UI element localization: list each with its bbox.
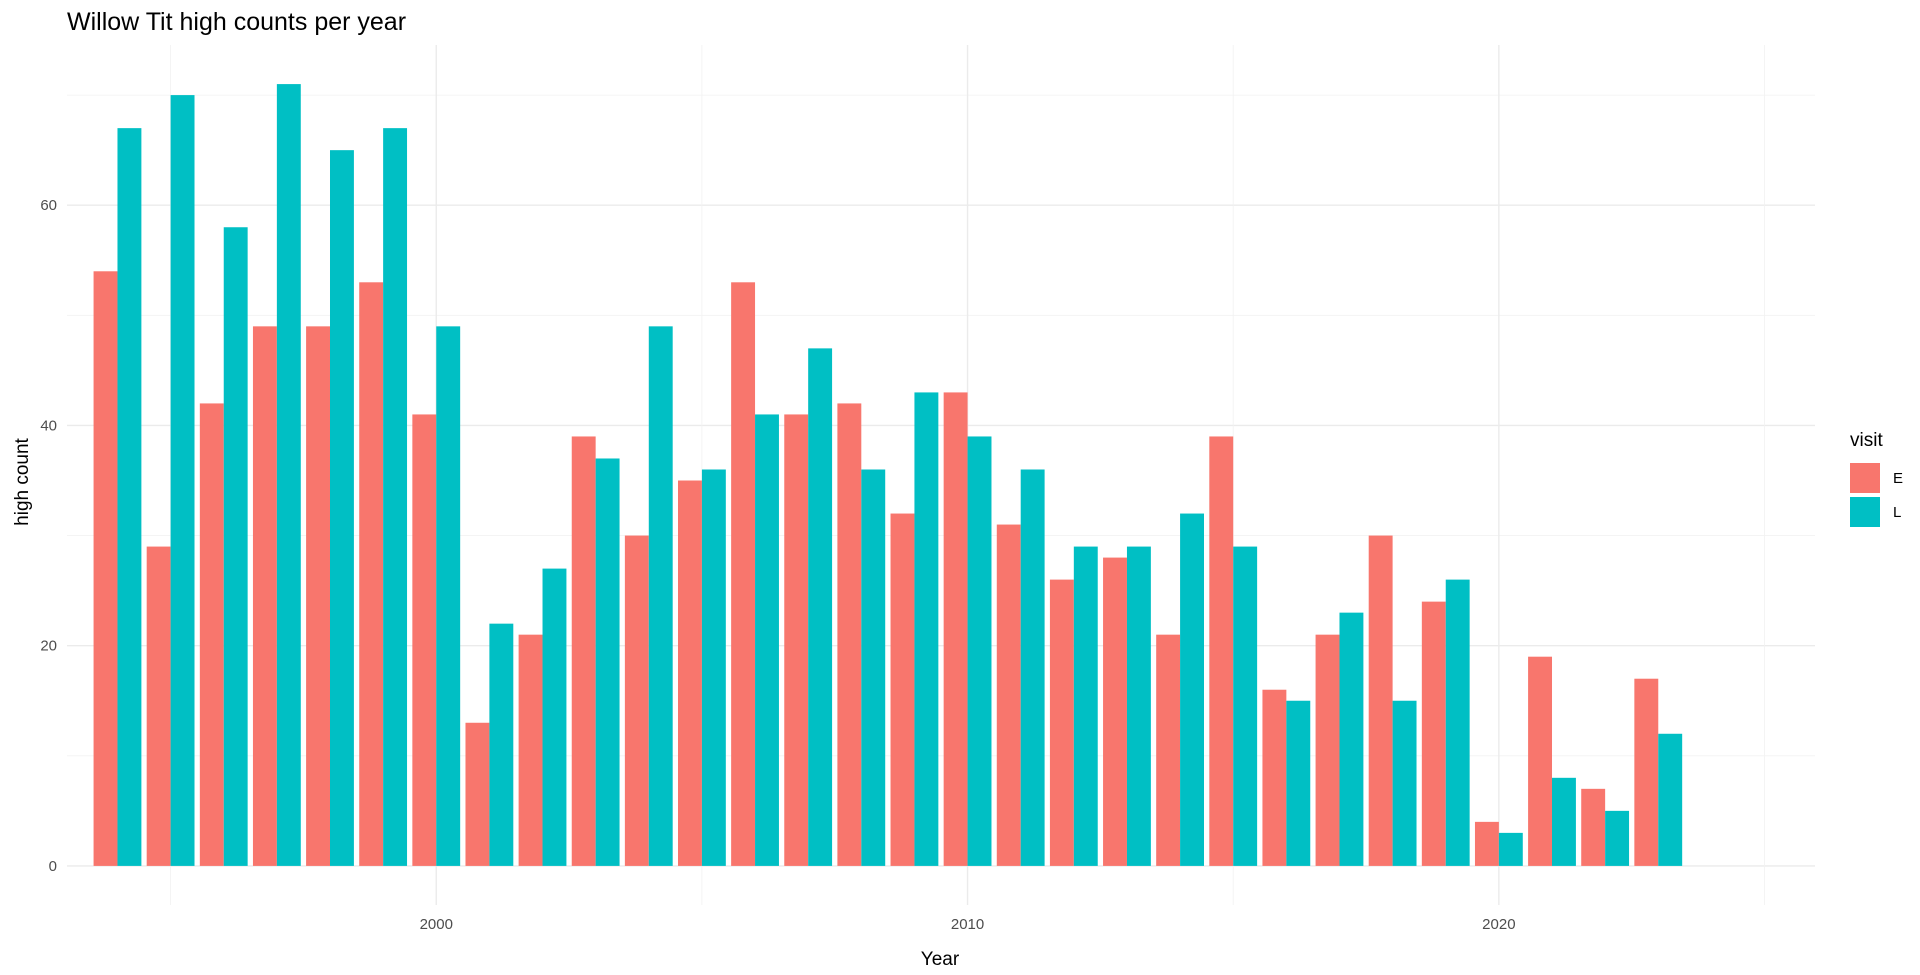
- bar-L-2000: [436, 326, 461, 866]
- bar-L-1995: [170, 95, 195, 866]
- bar-L-2001: [489, 623, 514, 866]
- chart-title: Willow Tit high counts per year: [67, 8, 406, 36]
- bar-L-2002: [542, 568, 567, 866]
- legend: visit EL: [1850, 430, 1903, 527]
- legend-key-E: [1850, 463, 1880, 493]
- bar-E-2000: [412, 414, 437, 866]
- bar-E-2014: [1156, 634, 1181, 866]
- bar-L-2011: [1020, 469, 1045, 866]
- bar-E-2012: [1049, 579, 1074, 866]
- bar-L-2013: [1126, 546, 1151, 866]
- bar-E-1994: [93, 271, 118, 866]
- bar-L-2016: [1286, 700, 1311, 866]
- bar-E-2020: [1474, 821, 1499, 866]
- bar-L-2008: [861, 469, 886, 866]
- bar-E-2017: [1315, 634, 1340, 866]
- bar-E-2004: [624, 535, 649, 866]
- legend-title: visit: [1850, 430, 1883, 451]
- bar-E-2006: [731, 282, 756, 866]
- bar-L-2018: [1392, 700, 1417, 866]
- bar-L-1996: [223, 227, 248, 866]
- x-axis-title: Year: [921, 949, 960, 970]
- y-tick-label: 20: [40, 638, 57, 655]
- bar-E-2010: [943, 392, 968, 866]
- bar-E-1996: [199, 403, 224, 866]
- legend-label-E: E: [1893, 470, 1903, 487]
- bar-L-2019: [1445, 579, 1470, 866]
- bar-E-2022: [1581, 788, 1606, 866]
- bar-E-2011: [996, 524, 1021, 866]
- bar-L-2005: [701, 469, 726, 866]
- bar-L-2010: [967, 436, 992, 866]
- bar-E-2016: [1262, 689, 1287, 866]
- legend-key-L: [1850, 497, 1880, 527]
- bar-L-2021: [1552, 777, 1576, 866]
- x-tick-label: 2000: [420, 916, 453, 933]
- bar-E-1995: [146, 546, 171, 866]
- bar-E-2018: [1368, 535, 1393, 866]
- x-tick-label: 2020: [1482, 916, 1515, 933]
- bar-L-2004: [648, 326, 673, 866]
- bar-E-1997: [252, 326, 277, 866]
- bar-L-1994: [117, 128, 142, 866]
- bar-L-2006: [755, 414, 779, 866]
- bar-L-1998: [329, 150, 354, 866]
- bar-E-2008: [837, 403, 862, 866]
- legend-label-L: L: [1893, 504, 1901, 521]
- bar-E-2005: [678, 480, 702, 866]
- bar-E-2021: [1528, 656, 1553, 866]
- y-tick-label: 0: [49, 858, 57, 875]
- bars: [93, 84, 1683, 866]
- bar-E-2007: [784, 414, 809, 866]
- x-tick-label: 2010: [951, 916, 984, 933]
- bar-E-2019: [1421, 601, 1446, 866]
- bar-E-2002: [518, 634, 543, 866]
- bar-L-2017: [1339, 612, 1364, 866]
- x-axis-ticks: 2000 2010 2020: [420, 916, 1516, 933]
- bar-E-2015: [1209, 436, 1234, 866]
- bar-L-2014: [1180, 513, 1204, 866]
- bar-L-2007: [808, 348, 833, 866]
- bar-L-2022: [1605, 810, 1630, 866]
- bar-L-2003: [595, 458, 620, 866]
- y-tick-label: 40: [40, 417, 57, 434]
- bar-L-2023: [1658, 733, 1683, 866]
- bar-L-2020: [1498, 832, 1523, 866]
- bar-E-2013: [1103, 557, 1127, 866]
- y-axis-ticks: 0 20 40 60: [40, 197, 57, 875]
- y-axis-title: high count: [12, 437, 33, 525]
- bar-L-2012: [1073, 546, 1098, 866]
- bar-L-1999: [383, 128, 408, 866]
- bar-E-2009: [890, 513, 915, 866]
- bar-E-2003: [571, 436, 596, 866]
- y-tick-label: 60: [40, 197, 57, 214]
- bar-L-1997: [276, 84, 301, 866]
- bar-E-2001: [465, 722, 490, 866]
- bar-L-2009: [914, 392, 939, 866]
- bar-E-2023: [1634, 678, 1659, 866]
- bar-E-1999: [359, 282, 384, 866]
- bar-L-2015: [1233, 546, 1258, 866]
- bar-E-1998: [306, 326, 330, 866]
